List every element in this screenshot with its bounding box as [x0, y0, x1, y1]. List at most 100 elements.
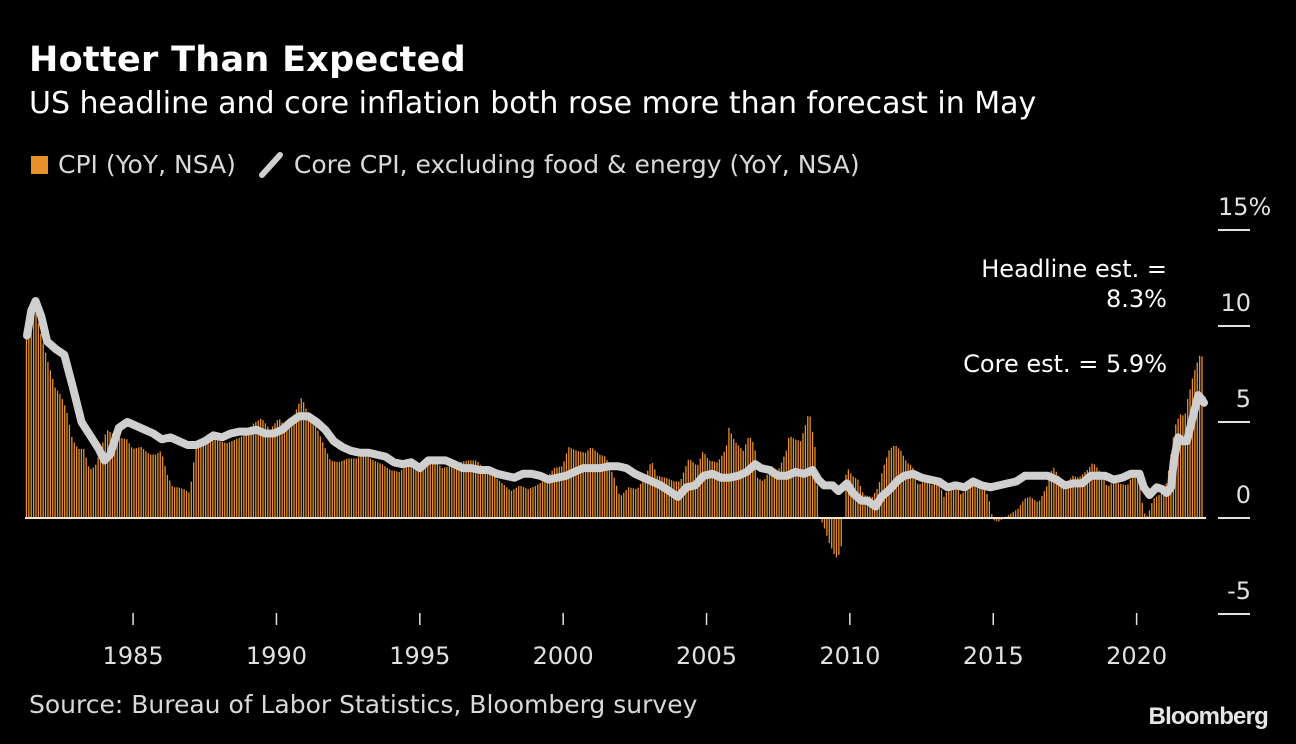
cpi-bar — [907, 463, 909, 518]
cpi-bar — [114, 435, 116, 518]
cpi-bar — [305, 408, 307, 518]
cpi-bar — [379, 463, 381, 518]
cpi-bar — [644, 476, 646, 518]
cpi-bar — [940, 489, 943, 518]
cpi-bar — [974, 478, 976, 518]
cpi-bar — [917, 483, 919, 518]
cpi-bar — [1058, 475, 1060, 518]
cpi-bar — [384, 466, 386, 518]
cpi-bar — [601, 455, 603, 518]
chart-subtitle: US headline and core inflation both rose… — [29, 86, 1037, 121]
cpi-bar — [319, 436, 321, 518]
cpi-bar — [92, 467, 94, 518]
cpi-bar — [1096, 467, 1098, 518]
cpi-bar — [522, 487, 525, 518]
cpi-bar — [59, 393, 61, 518]
cpi-bar — [178, 487, 181, 518]
cpi-bar — [391, 470, 393, 518]
cpi-bar — [979, 481, 981, 518]
cpi-bar — [1103, 479, 1105, 518]
cpi-bar — [668, 479, 670, 518]
cpi-bar — [126, 439, 128, 518]
cpi-bar — [1177, 418, 1179, 518]
cpi-bar — [202, 443, 204, 518]
cpi-bar — [42, 343, 44, 518]
cpi-bar — [329, 459, 331, 518]
cpi-bar — [252, 423, 255, 518]
cpi-bar — [472, 460, 474, 518]
x-tick-label: 2005 — [676, 642, 737, 670]
cpi-bar — [176, 487, 178, 518]
bloomberg-logo: Bloomberg — [1148, 703, 1269, 730]
cpi-bar — [955, 485, 957, 518]
cpi-bar — [1081, 474, 1084, 518]
cpi-bar — [123, 438, 126, 518]
cpi-bar — [410, 464, 412, 518]
cpi-bar — [279, 419, 281, 518]
cpi-bar — [637, 487, 639, 518]
cpi-bar — [866, 495, 869, 518]
cpi-bar — [1041, 495, 1043, 518]
cpi-bar — [826, 518, 828, 536]
cpi-bar — [833, 518, 835, 555]
cpi-bar — [1151, 503, 1153, 518]
cpi-bar — [307, 413, 310, 518]
cpi-bar — [1191, 378, 1194, 518]
cpi-bar — [615, 485, 618, 518]
cpi-bar — [816, 485, 818, 518]
cpi-bar — [828, 518, 830, 543]
cpi-bar — [228, 442, 231, 518]
cpi-bar — [1024, 498, 1026, 518]
cpi-bar — [888, 450, 890, 518]
cpi-bar — [1148, 510, 1151, 518]
cpi-bar — [152, 454, 154, 518]
cpi-bar — [331, 460, 333, 518]
cpi-bar — [25, 329, 28, 518]
cpi-bar — [692, 462, 694, 518]
cpi-bar — [360, 456, 362, 518]
cpi-bar — [1134, 472, 1136, 518]
cpi-bar — [580, 451, 582, 518]
cpi-bar — [400, 469, 403, 518]
cpi-bar — [441, 468, 443, 518]
cpi-bar — [792, 438, 795, 518]
cpi-bar — [283, 425, 286, 518]
cpi-bar — [1019, 505, 1022, 518]
cpi-bar — [37, 323, 40, 518]
cpi-bar — [434, 460, 436, 518]
cpi-bar — [107, 430, 109, 518]
cpi-bar — [169, 480, 171, 518]
cpi-bar — [575, 450, 577, 518]
cpi-bar — [723, 451, 725, 518]
core-estimate-annotation: Core est. = 5.9% — [963, 350, 1167, 378]
cpi-bar — [780, 462, 783, 518]
cpi-bar — [656, 475, 658, 518]
cpi-bar — [173, 487, 176, 518]
cpi-bar — [1146, 515, 1148, 518]
cpi-bar — [666, 478, 668, 518]
cpi-bar — [95, 464, 97, 518]
cpi-bar — [496, 478, 498, 518]
cpi-bar — [1198, 355, 1201, 518]
cpi-bar — [967, 486, 969, 518]
y-tick-label: -5 — [1227, 577, 1251, 605]
cpi-bar — [298, 403, 300, 518]
cpi-bar — [420, 464, 422, 518]
cpi-bar — [1062, 483, 1065, 518]
cpi-bar — [188, 492, 190, 518]
cpi-bar — [30, 318, 32, 518]
cpi-bar — [54, 387, 56, 518]
cpi-bar — [1105, 485, 1108, 518]
cpi-bar — [1158, 494, 1160, 518]
cpi-bar — [162, 456, 164, 518]
cpi-bar — [341, 461, 343, 518]
x-tick-label: 1995 — [389, 642, 450, 670]
cpi-bar — [914, 475, 916, 518]
cpi-bar — [740, 448, 742, 518]
cpi-bar — [154, 454, 157, 518]
cpi-bar — [847, 469, 850, 518]
cpi-bar — [1089, 466, 1091, 518]
cpi-bar — [756, 477, 759, 518]
cpi-bar — [274, 423, 276, 518]
cpi-bar — [584, 452, 587, 518]
